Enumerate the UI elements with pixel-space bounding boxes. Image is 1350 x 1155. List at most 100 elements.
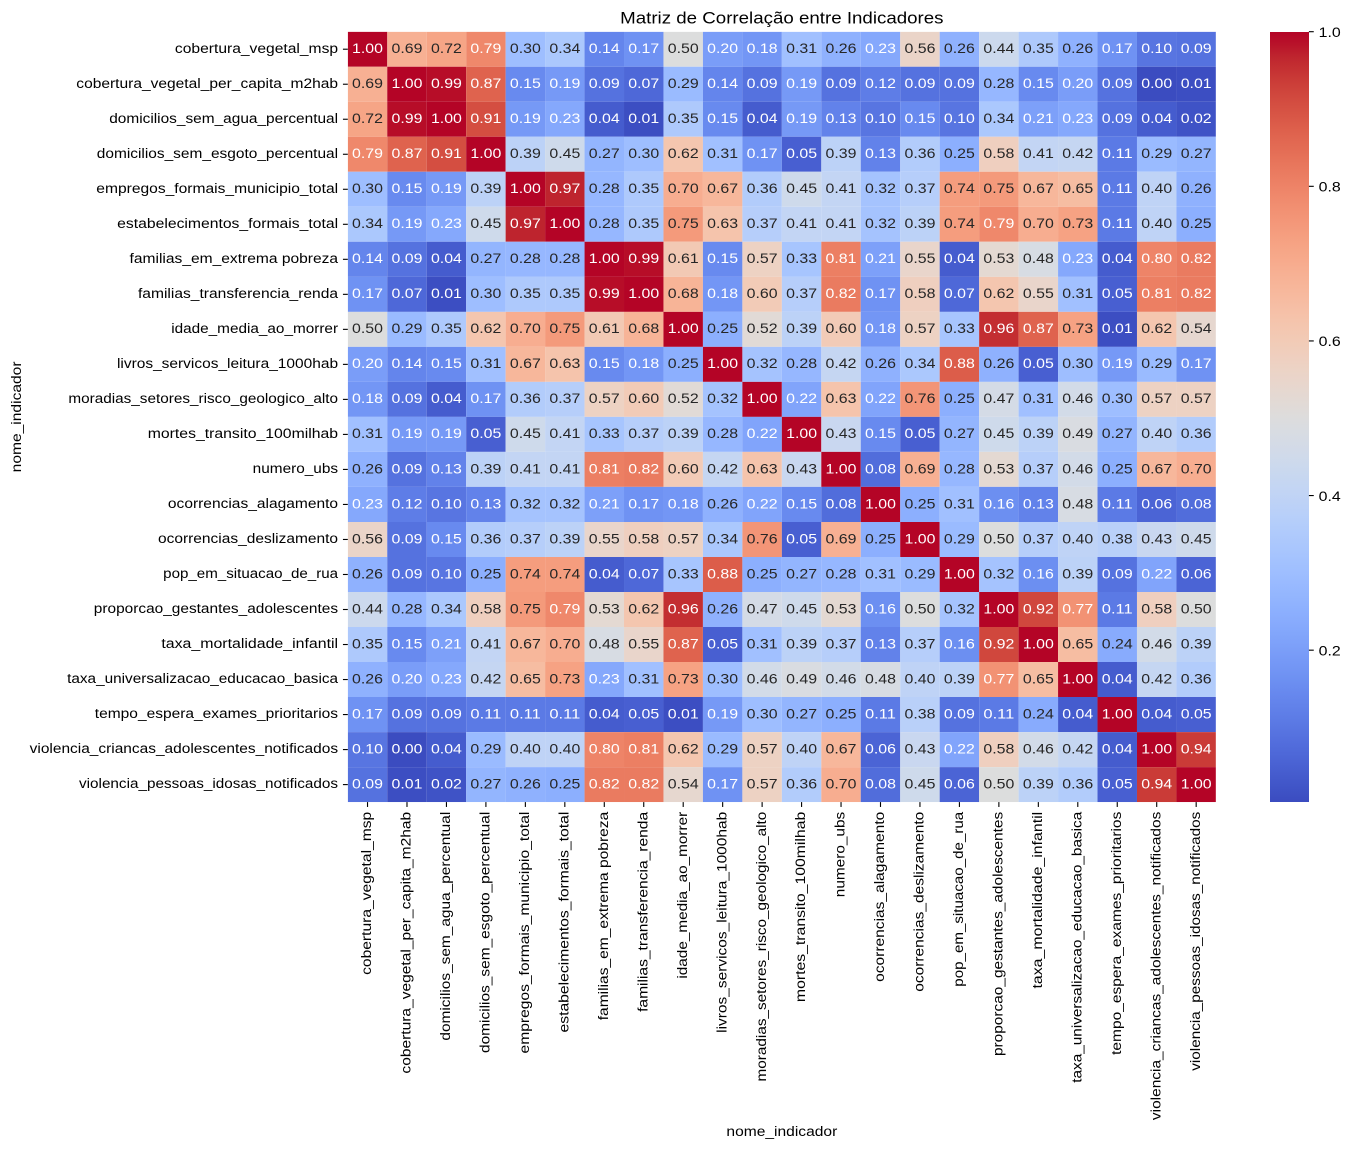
svg-text:0.07: 0.07 (628, 75, 659, 91)
svg-text:0.10: 0.10 (431, 495, 462, 511)
svg-text:0.54: 0.54 (1181, 320, 1212, 336)
svg-text:0.00: 0.00 (392, 740, 423, 756)
svg-text:0.50: 0.50 (904, 600, 935, 616)
svg-text:0.06: 0.06 (865, 740, 896, 756)
svg-text:0.02: 0.02 (431, 775, 462, 791)
svg-text:0.48: 0.48 (1062, 495, 1093, 511)
svg-text:0.05: 0.05 (904, 425, 935, 441)
svg-text:1.00: 1.00 (549, 215, 580, 231)
svg-text:0.63: 0.63 (826, 390, 857, 406)
svg-text:0.04: 0.04 (1141, 110, 1172, 126)
svg-text:0.37: 0.37 (628, 425, 659, 441)
svg-text:0.31: 0.31 (944, 495, 975, 511)
svg-text:proporcao_gestantes_adolescent: proporcao_gestantes_adolescentes (94, 600, 338, 616)
svg-text:0.62: 0.62 (983, 285, 1014, 301)
svg-text:0.08: 0.08 (826, 495, 857, 511)
svg-text:0.23: 0.23 (865, 40, 896, 56)
svg-text:0.81: 0.81 (826, 250, 857, 266)
svg-text:moradias_setores_risco_geologi: moradias_setores_risco_geologico_alto (68, 390, 338, 406)
svg-text:0.04: 0.04 (589, 565, 620, 581)
svg-text:0.35: 0.35 (628, 180, 659, 196)
svg-text:0.39: 0.39 (786, 320, 817, 336)
svg-text:0.26: 0.26 (983, 355, 1014, 371)
svg-text:0.29: 0.29 (392, 320, 423, 336)
svg-text:0.57: 0.57 (747, 740, 778, 756)
svg-text:0.41: 0.41 (549, 425, 580, 441)
svg-text:livros_servicos_leitura_1000ha: livros_servicos_leitura_1000hab (117, 355, 338, 371)
svg-text:0.25: 0.25 (668, 355, 699, 371)
svg-text:0.19: 0.19 (510, 110, 541, 126)
svg-text:0.01: 0.01 (1181, 75, 1212, 91)
svg-text:0.82: 0.82 (589, 775, 620, 791)
svg-text:0.05: 0.05 (1181, 705, 1212, 721)
svg-text:0.24: 0.24 (1102, 635, 1133, 651)
svg-text:0.26: 0.26 (510, 775, 541, 791)
svg-text:0.49: 0.49 (786, 670, 817, 686)
svg-text:cobertura_vegetal_msp: cobertura_vegetal_msp (358, 811, 374, 974)
svg-text:0.10: 0.10 (431, 565, 462, 581)
svg-text:1.00: 1.00 (1181, 775, 1212, 791)
svg-text:0.39: 0.39 (904, 215, 935, 231)
svg-text:1.00: 1.00 (983, 600, 1014, 616)
svg-text:0.57: 0.57 (747, 250, 778, 266)
svg-text:0.39: 0.39 (1023, 425, 1054, 441)
svg-text:0.18: 0.18 (747, 40, 778, 56)
svg-text:familias_transferencia_renda: familias_transferencia_renda (634, 812, 650, 1012)
svg-text:0.68: 0.68 (668, 285, 699, 301)
svg-text:1.00: 1.00 (431, 110, 462, 126)
svg-text:0.15: 0.15 (510, 75, 541, 91)
svg-text:0.05: 0.05 (1023, 355, 1054, 371)
svg-text:0.27: 0.27 (786, 705, 817, 721)
svg-text:0.26: 0.26 (352, 670, 383, 686)
svg-text:tempo_espera_exames_prioritari: tempo_espera_exames_prioritarios (95, 705, 338, 721)
svg-text:0.25: 0.25 (747, 565, 778, 581)
svg-text:0.35: 0.35 (549, 285, 580, 301)
svg-text:0.19: 0.19 (431, 425, 462, 441)
svg-text:0.26: 0.26 (826, 40, 857, 56)
svg-text:0.72: 0.72 (352, 110, 383, 126)
svg-text:0.53: 0.53 (826, 600, 857, 616)
svg-text:0.96: 0.96 (983, 320, 1014, 336)
svg-text:0.76: 0.76 (747, 530, 778, 546)
svg-text:0.36: 0.36 (1181, 425, 1212, 441)
svg-text:0.65: 0.65 (510, 670, 541, 686)
svg-text:0.80: 0.80 (589, 740, 620, 756)
svg-text:0.15: 0.15 (865, 425, 896, 441)
svg-text:numero_ubs: numero_ubs (253, 460, 338, 476)
svg-text:0.13: 0.13 (865, 635, 896, 651)
svg-text:0.04: 0.04 (431, 740, 462, 756)
svg-text:nome_indicador: nome_indicador (8, 361, 24, 472)
svg-text:taxa_universalizacao_educacao_: taxa_universalizacao_educacao_basica (1068, 811, 1084, 1082)
svg-text:0.45: 0.45 (470, 215, 501, 231)
svg-text:0.43: 0.43 (826, 425, 857, 441)
svg-text:1.00: 1.00 (628, 285, 659, 301)
svg-text:0.65: 0.65 (1062, 180, 1093, 196)
svg-text:0.17: 0.17 (352, 705, 383, 721)
svg-text:0.88: 0.88 (707, 565, 738, 581)
svg-text:0.29: 0.29 (707, 740, 738, 756)
svg-text:0.09: 0.09 (944, 705, 975, 721)
svg-text:0.69: 0.69 (392, 40, 423, 56)
svg-text:idade_media_ao_morrer: idade_media_ao_morrer (171, 320, 338, 336)
svg-text:0.36: 0.36 (747, 180, 778, 196)
svg-text:0.43: 0.43 (786, 460, 817, 476)
svg-text:0.23: 0.23 (352, 495, 383, 511)
svg-text:estabelecimentos_formais_total: estabelecimentos_formais_total (555, 812, 571, 1033)
svg-text:0.25: 0.25 (470, 565, 501, 581)
svg-text:0.46: 0.46 (1062, 390, 1093, 406)
svg-text:0.74: 0.74 (510, 565, 541, 581)
svg-text:0.11: 0.11 (1102, 215, 1133, 231)
svg-text:0.42: 0.42 (826, 355, 857, 371)
svg-text:0.21: 0.21 (431, 635, 462, 651)
svg-text:0.18: 0.18 (628, 355, 659, 371)
svg-text:0.23: 0.23 (549, 110, 580, 126)
svg-text:0.39: 0.39 (470, 460, 501, 476)
svg-text:0.48: 0.48 (589, 635, 620, 651)
svg-text:0.09: 0.09 (904, 75, 935, 91)
svg-text:0.6: 0.6 (1319, 333, 1341, 349)
svg-text:0.27: 0.27 (1181, 145, 1212, 161)
svg-text:0.13: 0.13 (431, 460, 462, 476)
svg-text:0.27: 0.27 (786, 565, 817, 581)
svg-text:0.27: 0.27 (470, 775, 501, 791)
svg-text:0.25: 0.25 (944, 390, 975, 406)
